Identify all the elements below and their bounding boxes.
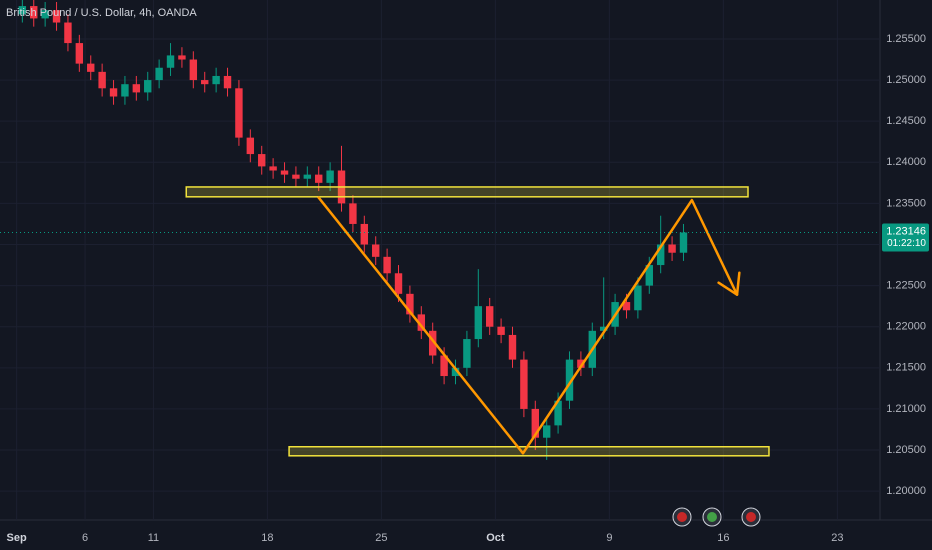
candle-body (52, 10, 61, 23)
y-tick-label: 1.21500 (886, 362, 926, 374)
candle-body (258, 154, 266, 167)
candle-body (656, 244, 665, 266)
candle-body (634, 285, 642, 311)
y-tick-label: 1.23500 (886, 197, 926, 209)
candle-body (246, 137, 255, 155)
event-flag (707, 512, 717, 522)
candle-body (18, 6, 27, 15)
candle-body (144, 80, 152, 93)
candle-body (622, 302, 631, 311)
y-tick-label: 1.25000 (886, 74, 926, 86)
x-tick-label: 18 (261, 532, 273, 544)
x-tick-label: Oct (486, 532, 505, 544)
candle-body (372, 244, 380, 257)
candle-body (383, 256, 391, 274)
candle-body (223, 75, 232, 89)
candle-body (565, 359, 574, 401)
x-tick-label: 11 (148, 532, 159, 544)
x-tick-label: 16 (717, 532, 729, 544)
y-tick-label: 1.24000 (886, 156, 926, 168)
candle-body (406, 293, 414, 315)
x-tick-label: Sep (7, 532, 27, 544)
candle-body (30, 6, 38, 19)
chart-title: British Pound / U.S. Dollar, 4h, OANDA (6, 7, 197, 19)
candle-body (417, 314, 426, 331)
candle-body (349, 203, 357, 224)
candle-body (315, 174, 323, 183)
candle-body (679, 232, 688, 253)
candle-body (109, 88, 118, 97)
y-tick-label: 1.25500 (886, 33, 926, 45)
candle-body (599, 326, 608, 331)
zone (185, 186, 749, 198)
y-tick-label: 1.20500 (886, 444, 926, 456)
candle-body (668, 244, 676, 253)
candle-body (189, 59, 198, 81)
arrow-head (735, 271, 741, 296)
candle-body (41, 10, 49, 19)
candle-body (429, 330, 437, 356)
y-tick-label: 1.22000 (886, 321, 926, 333)
candle-body (303, 174, 312, 179)
candle-body (485, 306, 494, 327)
candle-body (280, 170, 289, 175)
candle-body (474, 306, 483, 340)
candle-body (201, 80, 209, 85)
event-icons (672, 507, 761, 527)
candle-body (542, 425, 551, 438)
candle-body (508, 334, 517, 360)
plot (0, 0, 880, 520)
event-flag (746, 512, 756, 522)
candle-body (132, 84, 141, 93)
candle-body (212, 75, 220, 85)
candle-body (451, 367, 460, 377)
last-price-box (882, 223, 929, 252)
zone (288, 445, 770, 457)
candle-body (178, 55, 186, 60)
candle-body (531, 408, 539, 438)
trend-line (317, 196, 739, 455)
candle-body (155, 67, 163, 81)
x-tick-label: 25 (375, 532, 387, 544)
x-tick-label: 23 (831, 532, 843, 544)
candle-body (292, 174, 300, 179)
x-tick-label: 6 (82, 532, 88, 544)
candle-body (645, 265, 653, 286)
candle-body (121, 84, 129, 97)
candle-body (577, 359, 585, 368)
candle-body (64, 22, 72, 44)
event-flag (677, 512, 687, 522)
candle-body (87, 63, 95, 72)
candle-body (440, 355, 448, 377)
y-tick-label: 1.24500 (886, 115, 926, 127)
last-price-label: 1.23146 (886, 225, 926, 237)
y-tick-label: 1.20000 (886, 485, 926, 497)
candle-body (497, 326, 505, 335)
x-tick-label: 9 (606, 532, 612, 544)
countdown-label: 01:22:10 (887, 238, 926, 249)
candle-body (463, 339, 471, 368)
candle-body (554, 400, 562, 426)
candle-body (235, 88, 243, 138)
candle-body (269, 166, 277, 171)
candle-body (326, 170, 334, 183)
candle-body (75, 43, 84, 64)
candle-body (98, 71, 106, 89)
candle-body (166, 55, 175, 68)
candle-body (394, 273, 403, 294)
y-tick-label: 1.22500 (886, 280, 926, 292)
arrow-head (717, 281, 739, 296)
candle-body (360, 223, 369, 245)
candle-body (520, 359, 528, 409)
y-tick-label: 1.21000 (886, 403, 926, 415)
